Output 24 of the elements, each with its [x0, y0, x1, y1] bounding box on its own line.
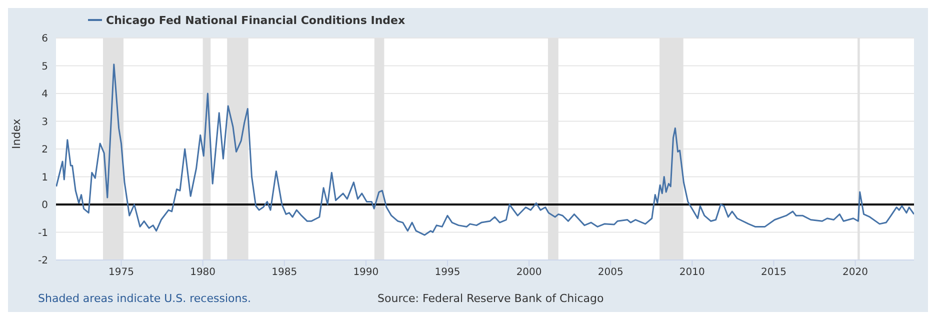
- legend-label: Chicago Fed National Financial Conditions Index: [106, 14, 406, 26]
- x-tick-label: 2020: [842, 267, 868, 278]
- y-tick-label: 6: [42, 34, 48, 45]
- x-tick-label: 2015: [760, 267, 786, 278]
- x-tick-label: 2000: [516, 267, 542, 278]
- y-tick-label: 5: [42, 61, 48, 72]
- y-axis-title: Index: [10, 118, 23, 149]
- y-tick-label: 0: [42, 200, 48, 212]
- y-tick-label: 1: [42, 172, 48, 184]
- text: Shaded areas indicate U.S. recessions.: [38, 292, 251, 305]
- x-tick-label: 1975: [108, 267, 134, 278]
- x-tick-label: 1980: [190, 267, 216, 278]
- source-note: Source: Federal Reserve Bank of Chicago: [378, 292, 604, 305]
- y-tick-label: -2: [38, 256, 48, 267]
- x-tick-label: 2010: [679, 267, 705, 278]
- x-tick-label: 1995: [434, 267, 460, 278]
- x-tick-label: 1985: [272, 267, 298, 278]
- y-tick-label: -1: [38, 228, 48, 239]
- y-tick-label: 3: [42, 116, 48, 128]
- y-tick-label: 4: [42, 89, 48, 100]
- x-tick-label: 2005: [598, 267, 624, 278]
- line-series: [56, 64, 914, 236]
- y-tick-label: 2: [42, 144, 48, 156]
- x-tick-label: 1990: [353, 267, 379, 278]
